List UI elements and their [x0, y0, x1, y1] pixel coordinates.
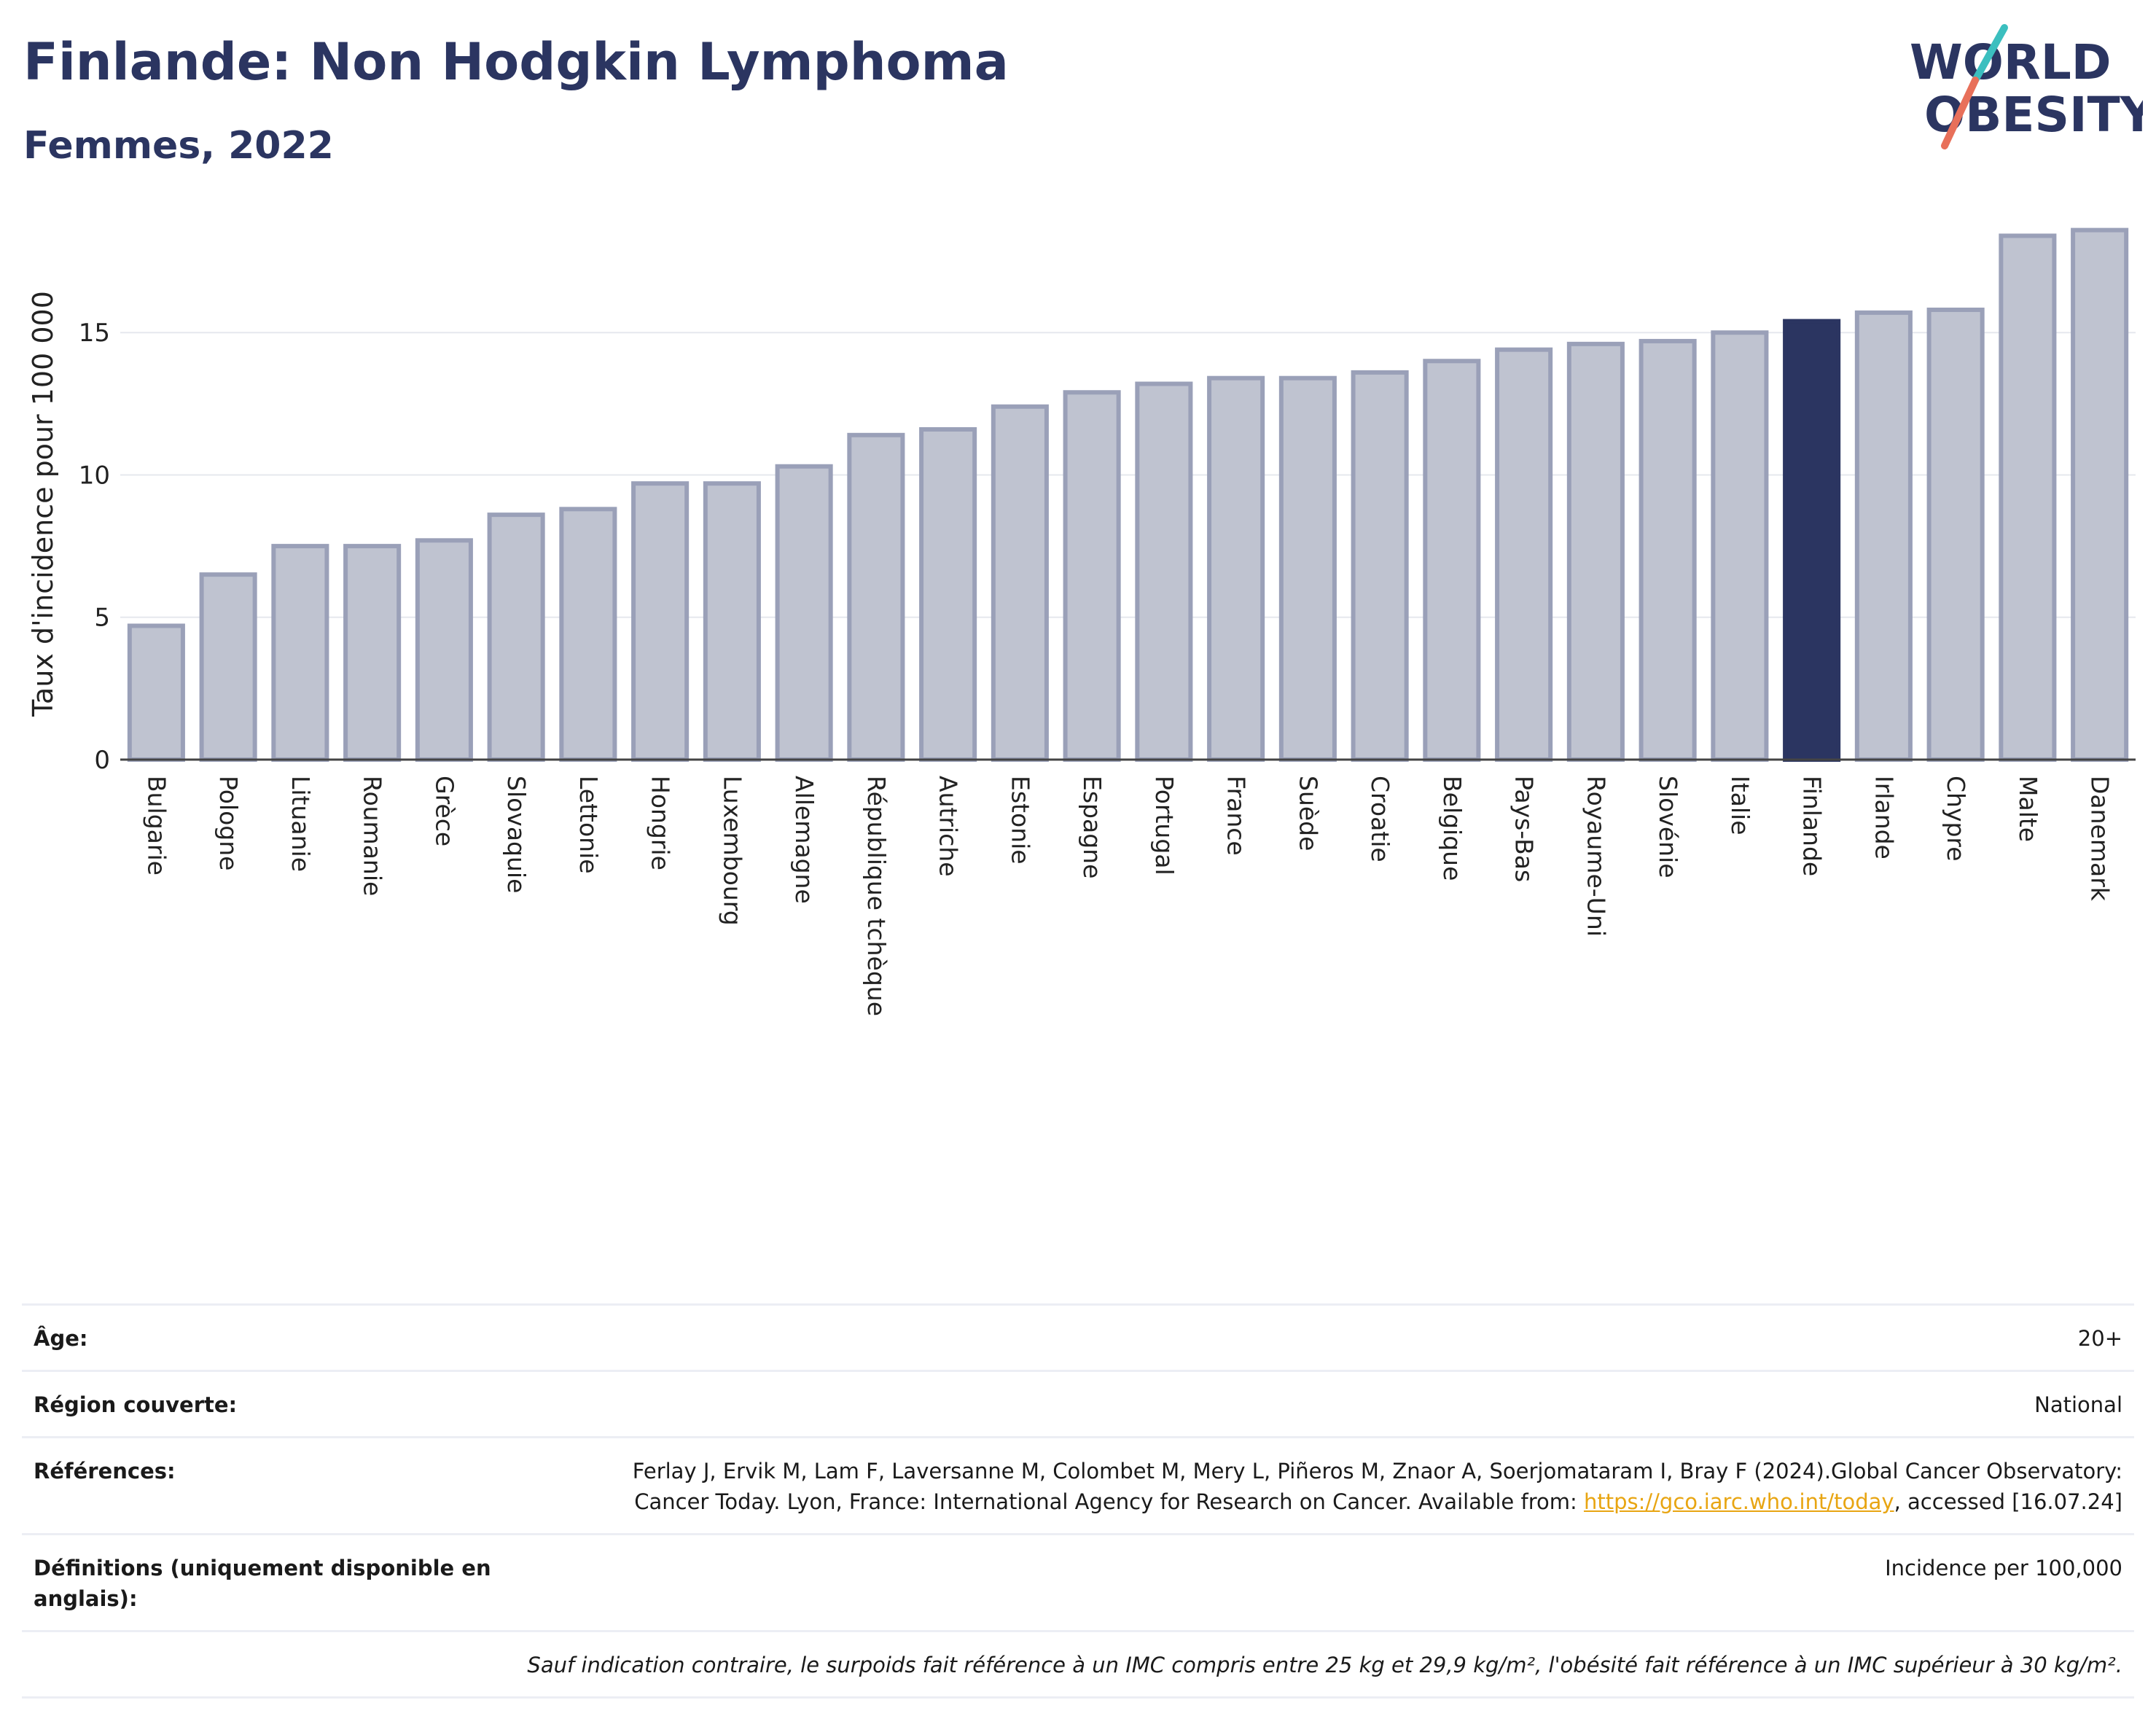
bar-malte	[1999, 233, 2057, 762]
x-category-label: Hongrie	[647, 776, 675, 870]
x-category-label: République tchèque	[862, 776, 891, 1016]
bar-espagne	[1063, 390, 1121, 762]
x-category-label: Slovaquie	[502, 776, 531, 893]
meta-age-label: Âge:	[34, 1326, 88, 1351]
x-category-label: Belgique	[1438, 776, 1466, 881]
bar-estonie	[991, 404, 1049, 762]
chart-subtitle: Femmes, 2022	[23, 124, 334, 168]
bar-pologne	[199, 572, 257, 762]
bar-royaume-uni	[1566, 341, 1625, 762]
bar-lituanie	[271, 544, 329, 762]
x-category-label: Chypre	[1942, 776, 1970, 862]
meta-age-value: 20+	[2077, 1326, 2122, 1351]
meta-definitions-value: Incidence per 100,000	[1885, 1556, 2122, 1580]
meta-references-value: Ferlay J, Ervik M, Lam F, Laversanne M, …	[555, 1456, 2122, 1517]
bar-irlande	[1854, 310, 1913, 763]
meta-row-references: Références: Ferlay J, Ervik M, Lam F, La…	[22, 1436, 2134, 1533]
x-category-label: Slovénie	[1654, 776, 1682, 878]
y-tick-label: 15	[79, 319, 110, 348]
x-category-label: Irlande	[1870, 776, 1898, 859]
references-link[interactable]: https://gco.iarc.who.int/today	[1583, 1489, 1894, 1514]
x-category-label: Royaume-Uni	[1582, 776, 1610, 937]
world-obesity-logo: WORLD OBESITY	[1910, 24, 2143, 149]
meta-region-label: Région couverte:	[34, 1392, 238, 1417]
x-category-label: Suède	[1294, 776, 1322, 851]
references-text: Ferlay J, Ervik M, Lam F, Laversanne M, …	[632, 1459, 2122, 1514]
x-category-label: Lettonie	[574, 776, 603, 874]
x-category-label: Autriche	[934, 776, 963, 877]
x-category-label: Pays-Bas	[1510, 776, 1539, 882]
x-category-label: France	[1222, 776, 1251, 856]
x-category-label: Finlande	[1798, 776, 1827, 876]
y-tick-label: 0	[94, 746, 110, 775]
x-category-label: Lituanie	[286, 776, 315, 872]
bars	[127, 227, 2129, 763]
meta-definitions-label: Définitions (uniquement disponible en an…	[34, 1556, 491, 1611]
bar-chart: 0 5 10 15 Bulgarie Pologne Lituanie Roumanie Gr…	[27, 227, 2136, 1016]
axes: 0 5 10 15	[79, 319, 2136, 775]
y-tick-label: 10	[79, 461, 110, 490]
chart-title: Finlande: Non Hodgkin Lymphoma	[23, 32, 1009, 92]
x-category-label: Danemark	[2086, 776, 2114, 902]
y-axis-title: Taux d'incidence pour 100 000	[27, 291, 59, 717]
bar-croatie	[1351, 370, 1409, 762]
logo-text-world: WORLD	[1910, 34, 2112, 90]
x-category-label: Bulgarie	[142, 776, 171, 876]
category-labels: Bulgarie Pologne Lituanie Roumanie Grèce Slov…	[142, 776, 2114, 1016]
x-category-label: Espagne	[1078, 776, 1106, 878]
logo-slash-teal	[1972, 24, 2008, 84]
bar-allemagne	[775, 464, 833, 762]
x-category-label: Croatie	[1366, 776, 1394, 862]
x-category-label: Estonie	[1006, 776, 1034, 865]
bar-république-tchèque	[847, 432, 905, 762]
bar-italie	[1711, 330, 1769, 763]
meta-row-age: Âge: 20+	[22, 1303, 2134, 1370]
references-accessed: , accessed [16.07.24]	[1894, 1489, 2122, 1514]
meta-references-label: Références:	[34, 1459, 176, 1483]
metadata-table: Âge: 20+ Région couverte: National Référ…	[22, 1303, 2134, 1699]
meta-row-definitions: Définitions (uniquement disponible en an…	[22, 1533, 2134, 1630]
meta-region-value: National	[2034, 1392, 2122, 1417]
x-category-label: Grèce	[430, 776, 458, 846]
bar-autriche	[919, 426, 977, 762]
obesity-definition-note: Sauf indication contraire, le surpoids f…	[527, 1653, 2122, 1677]
bar-belgique	[1423, 359, 1481, 762]
bar-bulgarie	[127, 623, 185, 762]
bar-lettonie	[559, 507, 617, 762]
y-tick-label: 5	[94, 604, 110, 633]
bar-danemark	[2071, 227, 2129, 763]
bar-finlande	[1783, 319, 1841, 762]
x-category-label: Portugal	[1150, 776, 1179, 876]
bar-slovaquie	[487, 512, 545, 762]
x-category-label: Italie	[1726, 776, 1754, 835]
bar-suède	[1278, 375, 1337, 762]
x-category-label: Malte	[2014, 776, 2042, 842]
bar-france	[1207, 375, 1265, 762]
bar-chypre	[1926, 307, 1985, 762]
bar-slovénie	[1639, 338, 1697, 762]
bar-pays-bas	[1495, 347, 1553, 763]
bar-roumanie	[343, 544, 402, 762]
logo-slash-coral	[1941, 77, 1979, 149]
x-category-label: Luxembourg	[718, 776, 746, 926]
x-category-label: Pologne	[214, 776, 243, 870]
bar-luxembourg	[703, 481, 761, 762]
x-category-label: Allemagne	[790, 776, 819, 904]
bar-hongrie	[631, 481, 690, 762]
meta-row-note: Sauf indication contraire, le surpoids f…	[22, 1630, 2134, 1699]
x-category-label: Roumanie	[359, 776, 387, 896]
bar-portugal	[1135, 381, 1193, 763]
meta-row-region: Région couverte: National	[22, 1370, 2134, 1436]
bar-grèce	[415, 538, 473, 762]
